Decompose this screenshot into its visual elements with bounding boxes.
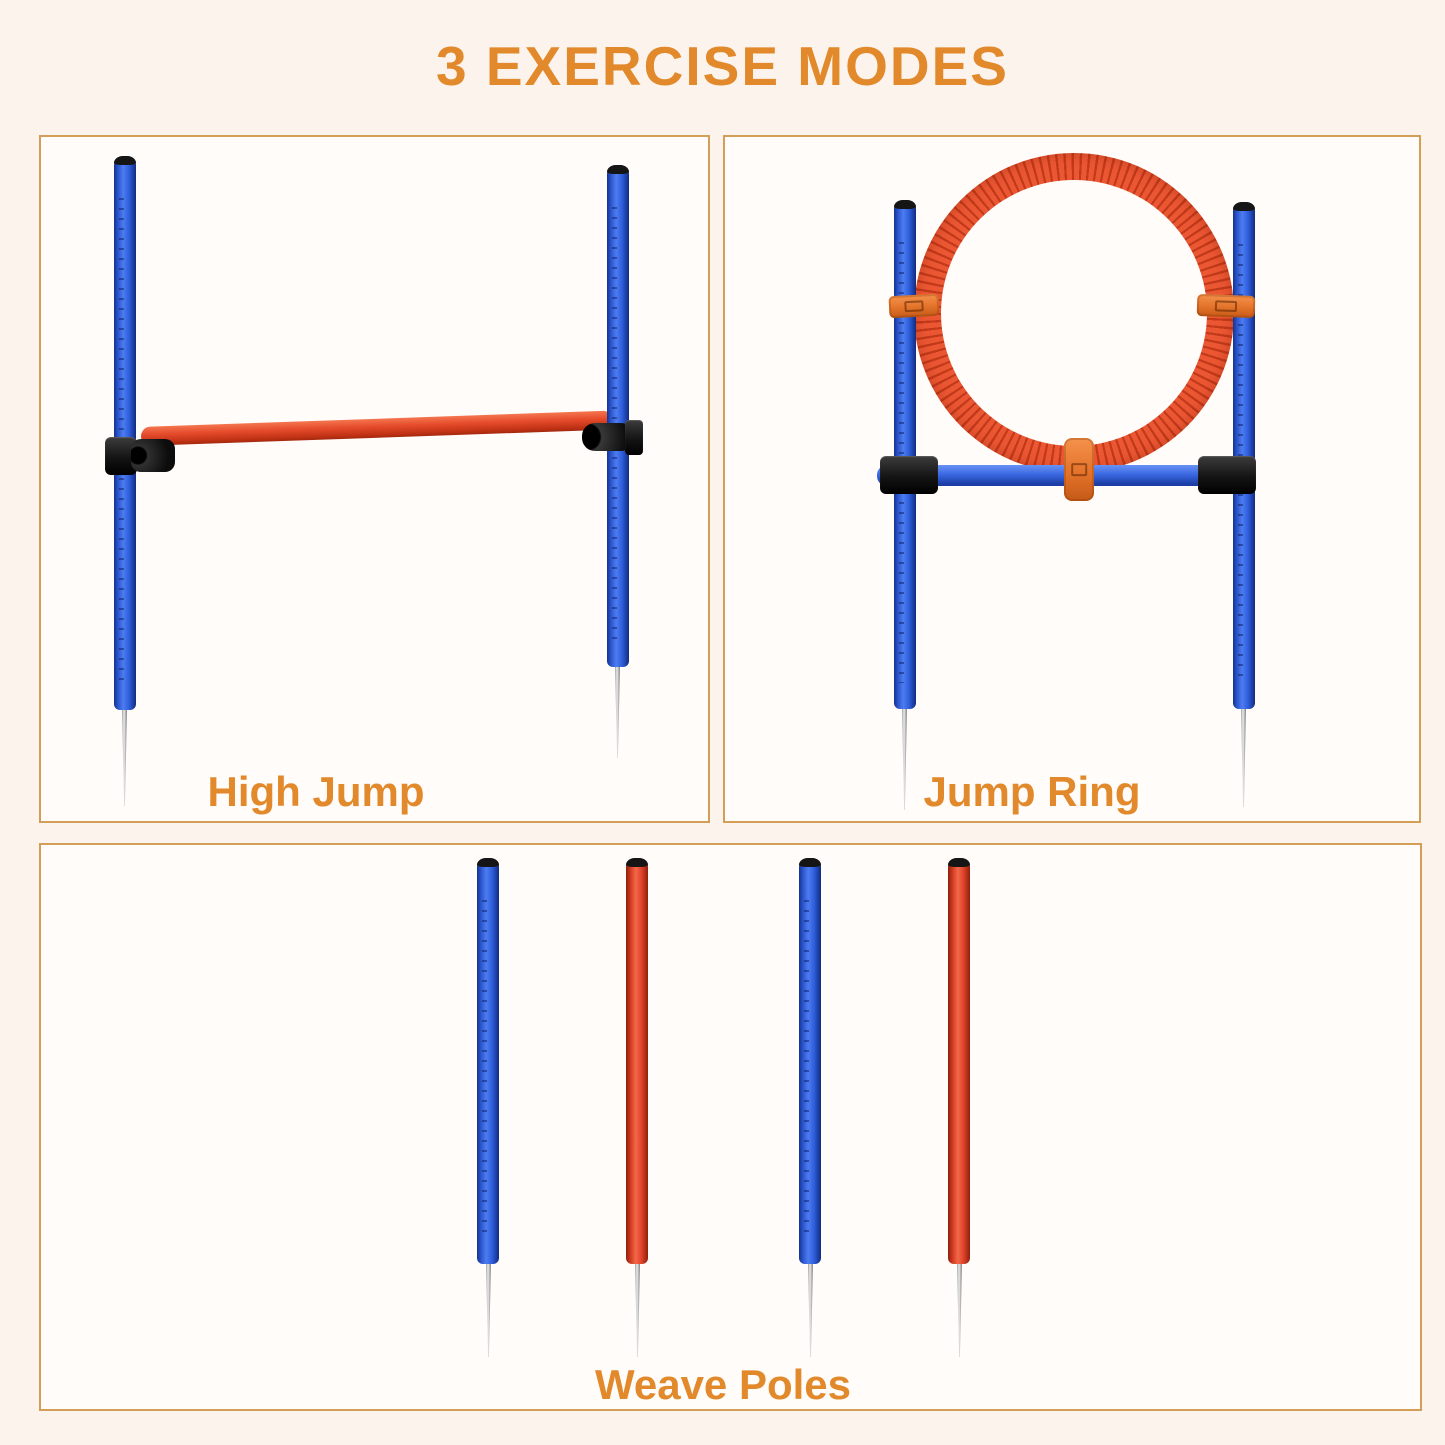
- pole-cap: [894, 200, 916, 209]
- weave-poles-label: Weave Poles: [594, 1361, 852, 1408]
- panel-high-jump: High Jump: [39, 135, 710, 823]
- panel-weave-poles: Weave Poles: [39, 843, 1422, 1411]
- ground-spike: [902, 709, 907, 810]
- page-title: 3 EXERCISE MODES: [436, 35, 1009, 97]
- pole-cap: [114, 156, 136, 165]
- pole-cap: [477, 858, 499, 867]
- pole-ruler-ticks: [804, 892, 809, 1238]
- hoop-opening: [941, 180, 1207, 446]
- high-jump-right-pole: [607, 165, 629, 667]
- strap-buckle: [1071, 462, 1087, 477]
- strap-buckle: [904, 300, 924, 312]
- weave-pole-3: [799, 858, 821, 1264]
- right-bar-clamp: [625, 420, 643, 455]
- ground-spike: [615, 667, 620, 758]
- hoop-strap-right: [1196, 293, 1256, 319]
- high-jump-crossbar: [140, 410, 614, 446]
- jump-ring-hoop: [914, 153, 1234, 473]
- ground-spike: [122, 710, 127, 806]
- left-bar-clamp: [880, 456, 938, 494]
- pole-cap: [799, 858, 821, 867]
- pole-cap: [626, 858, 648, 867]
- right-bar-clamp: [1198, 456, 1256, 494]
- high-jump-label: High Jump: [207, 768, 425, 815]
- ground-spike: [808, 1264, 813, 1357]
- weave-pole-4: [948, 858, 970, 1264]
- ground-spike: [486, 1264, 491, 1357]
- jump-ring-left-pole: [894, 200, 916, 709]
- jump-ring-label: Jump Ring: [923, 768, 1141, 815]
- ground-spike: [635, 1264, 640, 1357]
- high-jump-left-pole: [114, 156, 136, 710]
- panel-jump-ring: Jump Ring: [723, 135, 1421, 823]
- left-bar-holder: [131, 439, 175, 472]
- weave-pole-1: [477, 858, 499, 1264]
- strap-buckle: [1214, 300, 1238, 312]
- pole-cap: [607, 165, 629, 174]
- pole-ruler-ticks: [482, 892, 487, 1238]
- ground-spike: [957, 1264, 962, 1357]
- weave-pole-2: [626, 858, 648, 1264]
- hoop-strap-bottom: [1064, 438, 1094, 501]
- pole-ruler-ticks: [612, 199, 617, 641]
- pole-cap: [948, 858, 970, 867]
- hoop-strap-left: [888, 293, 940, 319]
- ground-spike: [1241, 709, 1246, 807]
- pole-cap: [1233, 202, 1255, 211]
